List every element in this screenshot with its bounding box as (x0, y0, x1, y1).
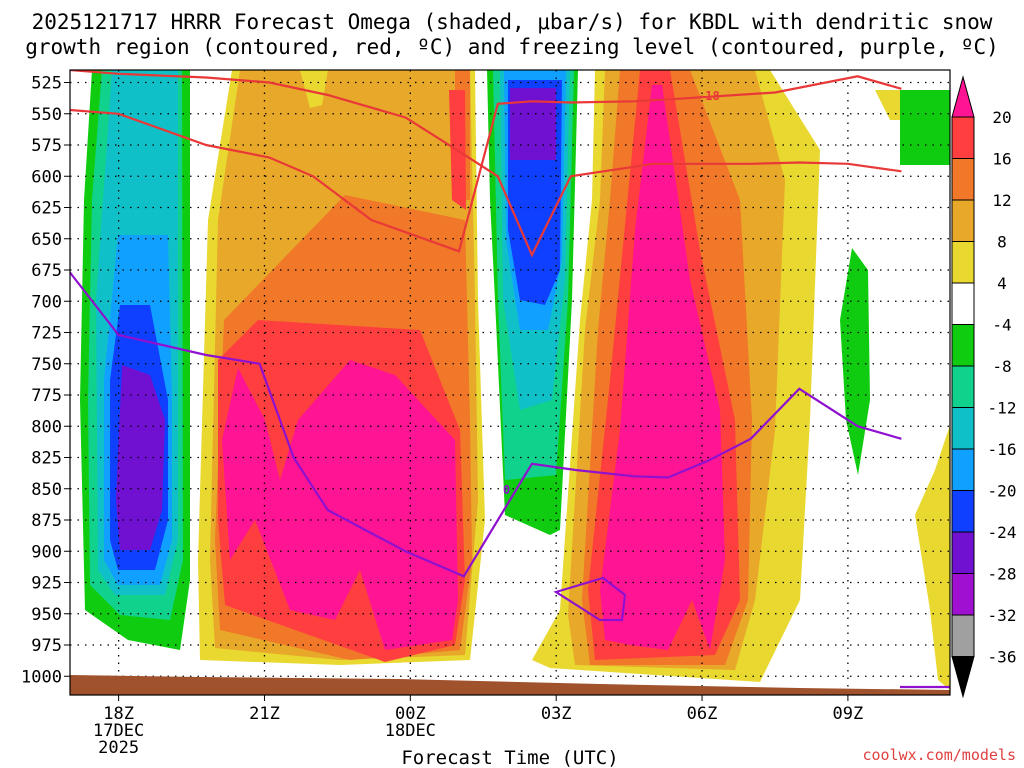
omega-band-18z-minus24 (116, 365, 165, 550)
freezing-contour-label: 0 (503, 483, 510, 497)
x-tick-label-2-0: 00Z (395, 704, 426, 724)
plot-area: -18 0 (70, 70, 950, 695)
colorbar-segment-9 (951, 490, 975, 533)
y-tick-label-750: 750 (31, 355, 62, 375)
colorbar-label-5: -4 (992, 316, 1011, 335)
colorbar-segment-6 (951, 365, 975, 408)
y-tick-label-950: 950 (31, 605, 62, 625)
colorbar-segment-7 (951, 407, 975, 450)
colorbar-label-8: -16 (988, 440, 1017, 459)
x-axis-title: Forecast Time (UTC) (401, 747, 618, 768)
y-tick-label-800: 800 (31, 417, 62, 437)
y-tick-label-850: 850 (31, 480, 62, 500)
omega-band-21z-plus4-cap (300, 70, 328, 108)
colorbar-segment-8 (951, 448, 975, 491)
colorbar-label-2: 12 (992, 191, 1011, 210)
colorbar-label-13: -36 (988, 648, 1017, 667)
colorbar-label-9: -20 (988, 482, 1017, 501)
omega-shading-band-02z (487, 70, 578, 535)
y-tick-label-550: 550 (31, 105, 62, 125)
dendritic-growth-bottom-contour (70, 70, 902, 258)
x-tick-label-0-2: 2025 (98, 738, 139, 758)
y-tick-label-825: 825 (31, 449, 62, 469)
colorbar-label-7: -12 (988, 399, 1017, 418)
plot-frame (69, 69, 951, 696)
colorbar-label-11: -28 (988, 565, 1017, 584)
freezing-level-contour-loop (553, 576, 627, 622)
chart-title-line2: growth region (contoured, red, ºC) and f… (25, 35, 999, 59)
omega-shading-band-18z (80, 70, 190, 650)
y-tick-label-675: 675 (31, 261, 62, 281)
omega-band-11z-plus4 (915, 425, 950, 690)
colorbar-label-1: 16 (992, 150, 1011, 169)
y-tick-label-900: 900 (31, 542, 62, 562)
y-tick-label-650: 650 (31, 230, 62, 250)
colorbar-segment-1 (951, 158, 975, 201)
terrain-ground (70, 675, 950, 695)
colorbar-segment-2 (951, 199, 975, 242)
y-axis: 525 550 575 600 625 650 675 700 725 750 775 800 825 8… (21, 74, 70, 687)
dendritic-contour-label: -18 (698, 89, 720, 103)
x-tick-label-4-0: 06Z (687, 704, 718, 724)
colorbar-label-12: -32 (988, 606, 1017, 625)
y-tick-label-575: 575 (31, 136, 62, 156)
omega-band-10z-minus4 (900, 90, 950, 165)
chart-title-line1: 2025121717 HRRR Forecast Omega (shaded, … (32, 10, 993, 34)
omega-shading-band-21z (198, 70, 485, 665)
omega-band-02z-minus28 (510, 88, 556, 160)
y-tick-label-525: 525 (31, 74, 62, 94)
y-tick-label-1000: 1000 (21, 667, 62, 687)
colorbar-label-10: -24 (988, 523, 1017, 542)
colorbar-label-6: -8 (992, 357, 1011, 376)
colorbar-segment-5 (951, 324, 975, 367)
x-tick-label-0-1: 17DEC (93, 721, 144, 741)
colorbar-segment-10 (951, 531, 975, 574)
freezing-level-contour (70, 271, 902, 578)
colorbar-segment-12 (951, 614, 975, 657)
omega-band-09z-minus4 (840, 248, 870, 475)
y-tick-label-975: 975 (31, 636, 62, 656)
source-credit: coolwx.com/models (862, 746, 1016, 764)
colorbar: 20 16 12 8 4 -4 -8 -12 -16 -20 -24 -28 -32 -36 (951, 75, 1017, 699)
y-tick-label-625: 625 (31, 199, 62, 219)
dendritic-growth-top-contour (70, 75, 902, 253)
y-tick-label-925: 925 (31, 574, 62, 594)
y-tick-label-775: 775 (31, 386, 62, 406)
colorbar-segment-4 (951, 282, 975, 325)
omega-band-05z-plus20 (600, 85, 725, 650)
x-tick-label-5-0: 09Z (833, 704, 864, 724)
colorbar-segment-3 (951, 241, 975, 284)
colorbar-segment-0 (951, 116, 975, 159)
colorbar-segment-11 (951, 573, 975, 616)
x-tick-label-1-0: 21Z (249, 704, 280, 724)
colorbar-label-4: 4 (997, 274, 1007, 293)
y-tick-label-700: 700 (31, 292, 62, 312)
x-tick-label-0-0: 18Z (103, 704, 134, 724)
x-tick-label-3-0: 03Z (541, 704, 572, 724)
colorbar-top-arrow (951, 75, 975, 118)
y-tick-label-600: 600 (31, 167, 62, 187)
y-tick-label-875: 875 (31, 511, 62, 531)
omega-band-21z-plus20a (222, 360, 458, 650)
colorbar-bottom-arrow (951, 656, 975, 699)
colorbar-label-0: 20 (992, 108, 1011, 127)
x-tick-label-2-1: 18DEC (385, 721, 436, 741)
colorbar-label-3: 8 (997, 233, 1007, 252)
y-tick-label-725: 725 (31, 324, 62, 344)
